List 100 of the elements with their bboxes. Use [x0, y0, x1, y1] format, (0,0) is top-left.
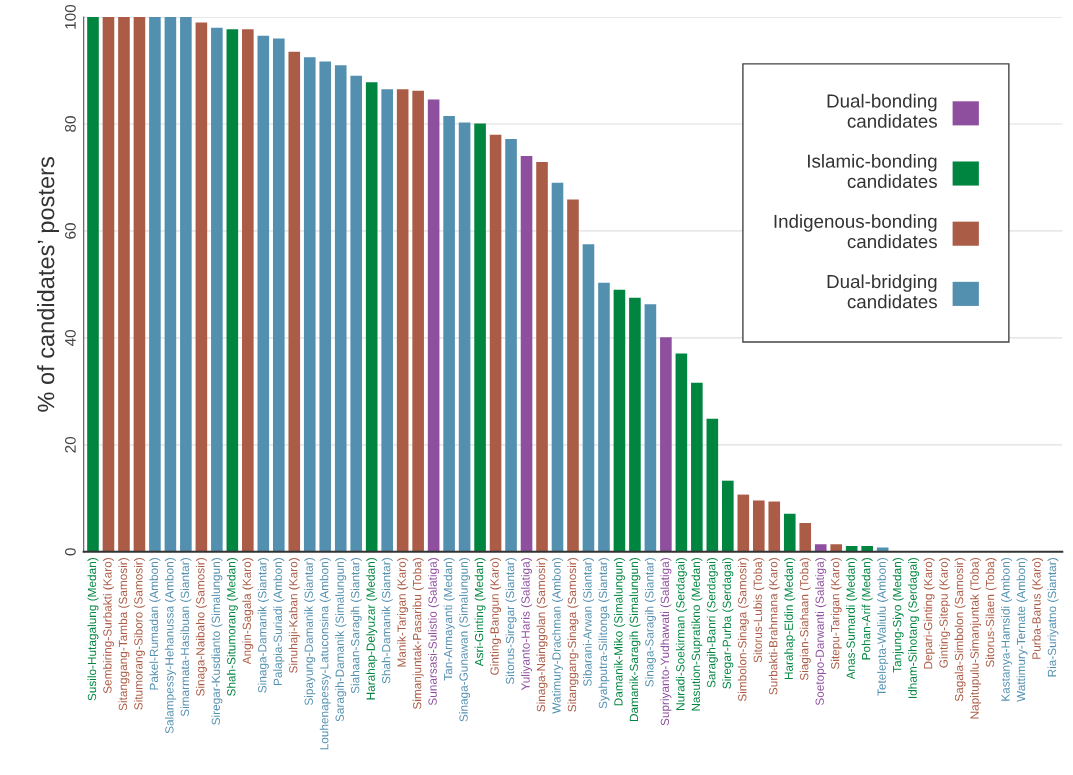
x-tick-label: Napitupulu-Simanjuntak (Toba)	[970, 558, 982, 719]
bar	[598, 282, 610, 552]
bar	[87, 17, 99, 552]
bar	[737, 494, 750, 552]
bar	[644, 304, 657, 552]
bar	[629, 297, 641, 552]
bar	[691, 382, 703, 552]
legend-label: Dual-bridging candidates	[827, 274, 937, 309]
bar	[257, 35, 270, 552]
x-tick-label: Sitanggang-Sinaga (Samosir)	[567, 558, 579, 712]
x-tick-label: Siagian-Siahaan (Toba)	[799, 558, 811, 681]
bar	[443, 115, 455, 552]
bar	[412, 90, 424, 552]
bar	[536, 161, 548, 552]
x-tick-label: Sinaga-Saragih (Siantar)	[644, 558, 656, 687]
x-tick-label: Nuradi-Soekirman (Serdagai)	[675, 558, 687, 710]
bar	[768, 501, 781, 552]
x-tick-label: Susilo-Hutagalung (Medan)	[87, 558, 99, 701]
x-tick-label: Palapia-Suriadi (Ambon)	[273, 558, 285, 685]
x-tick-label: Anas-Sumardi (Medan)	[846, 558, 858, 680]
bar	[458, 122, 471, 552]
bar	[830, 544, 843, 552]
bar	[319, 61, 332, 552]
bar	[118, 17, 130, 552]
legend-label: Dual-bonding candidates	[827, 93, 937, 128]
bar	[582, 244, 595, 552]
bar	[752, 500, 765, 552]
x-tick-label: Ginting-Sitepu (Karo)	[939, 558, 951, 668]
x-tick-label: Surbakti-Brahmana (Karo)	[768, 558, 780, 695]
bar	[799, 522, 812, 552]
x-tick-label: Sitanggang-Tamba (Samosir)	[118, 558, 130, 711]
x-tick-label: Simbolon-Sinaga (Samosir)	[737, 558, 749, 702]
bar	[211, 27, 223, 552]
x-tick-label: Watimury-Drachman (Ambon)	[552, 558, 563, 714]
bar	[706, 418, 719, 552]
x-tick-label: Saragih-Banri (Serdagai)	[706, 558, 718, 688]
bar	[505, 138, 517, 552]
x-tick-label: Pakel-Rumadan (Ambon)	[149, 558, 161, 690]
bar	[133, 17, 146, 552]
x-tick-label: Idham-Sihotang (Serdagai)	[908, 558, 920, 698]
x-tick-label: Supriyanto-Yudhawati (Salatiga)	[660, 558, 672, 726]
x-tick-label: Sinaga-Nainggolan (Samosir)	[536, 558, 548, 712]
x-tick-label: Siregar-Purba (Serdagai)	[722, 558, 734, 689]
x-tick-label: Sembiring-Surbakti (Karo)	[102, 558, 114, 694]
bar	[722, 480, 734, 552]
x-tick-label: Sinaga-Gunawan (Simalungun)	[459, 558, 471, 722]
y-tick-label: 40	[64, 330, 76, 347]
y-tick-label: 20	[64, 436, 76, 453]
y-axis-title: % of candidates’ posters	[37, 157, 60, 412]
x-tick-label: Kastanya-Hamsidi (Ambon)	[1001, 558, 1013, 701]
legend-label: Indigenous-bonding candidates	[774, 214, 937, 249]
bar	[226, 29, 239, 552]
bar	[303, 57, 316, 552]
x-tick-label: Asri-Ginting (Medan)	[474, 558, 486, 667]
bar	[180, 17, 192, 552]
y-tick-label: 60	[64, 223, 76, 239]
x-tick-label: Manik-Tarigan (Karo)	[397, 558, 409, 667]
x-tick-label: Sinuhaji-Kaban (Karo)	[288, 558, 300, 673]
bar	[551, 182, 564, 552]
x-tick-label: Damanik-Saragih (Simalungun)	[629, 558, 641, 722]
x-tick-label: Harahap-Eldin (Medan)	[784, 558, 796, 680]
x-tick-label: Sitorus-Silaen (Toba)	[985, 558, 997, 668]
x-tick-label: Shah-Damanik (Siantar)	[381, 558, 393, 684]
x-tick-label: Shah-Situmorang (Medan)	[226, 558, 238, 696]
bar	[427, 99, 440, 552]
bar	[365, 82, 378, 552]
bar	[660, 337, 672, 552]
bar	[242, 29, 254, 552]
x-tick-label: Simarmata-Hasibuan (Siantar)	[180, 558, 192, 717]
bar	[396, 89, 409, 552]
x-tick-label: Ria-Suriyatno (Siantar)	[1047, 558, 1059, 677]
x-tick-label: Salampessy-Hehanussa (Ambon)	[164, 558, 176, 734]
bar	[381, 89, 393, 552]
x-tick-label: Nasution-Supratikno (Medan)	[691, 558, 703, 711]
x-tick-label: Siahaan-Saragih (Siantar)	[350, 558, 362, 694]
x-tick-label: Purba-Barus (Karo)	[1031, 558, 1043, 659]
x-tick-label: Depari-Ginting (Karo)	[923, 558, 935, 669]
bar	[675, 353, 688, 552]
x-tick-label: Sibarani-Arwan (Siantar)	[582, 558, 594, 687]
x-tick-label: Ginting-Bangun (Karo)	[490, 558, 502, 675]
x-tick-label: Situmorang-Siboro (Samosir)	[133, 558, 145, 710]
x-tick-label: Tanjung-Siyo (Medan)	[892, 558, 904, 673]
bar	[195, 22, 208, 552]
x-tick-label: Wattimury-Ternate (Ambon)	[1016, 558, 1028, 702]
x-tick-label: Soetopo-Darwanti (Salatiga)	[815, 558, 827, 706]
bar	[164, 17, 177, 552]
x-tick-label: Sunarsasi-Sulistio (Salatiga)	[428, 558, 440, 706]
bar	[474, 123, 486, 552]
bar	[334, 65, 347, 552]
x-tick-label: Syahputra-Silitonga (Siantar)	[598, 558, 610, 709]
x-tick-label: Sinaga-Naibaho (Samosir)	[195, 558, 207, 696]
bar	[814, 544, 827, 552]
x-tick-label: Harahap-Delyuzar (Medan)	[366, 558, 378, 700]
x-tick-label: Pohan-Arif (Medan)	[861, 558, 873, 660]
bar	[149, 17, 161, 552]
x-tick-label: Louhenapessy-Latuconsina (Ambon)	[319, 558, 331, 750]
bar	[567, 199, 579, 552]
x-tick-label: Damanik-Miko (Simalungun)	[613, 558, 625, 706]
bar	[288, 51, 301, 552]
x-tick-label: Sagala-Simbolon (Samosir)	[954, 558, 966, 702]
